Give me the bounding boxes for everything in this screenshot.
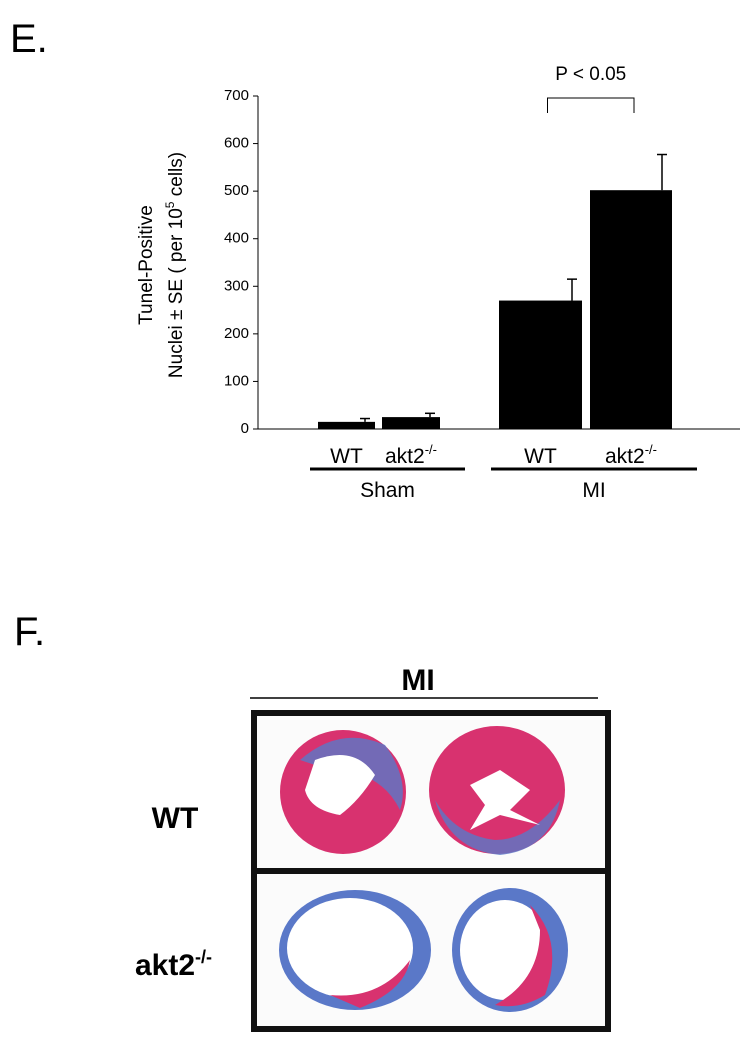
category: akt2	[605, 445, 645, 468]
y-tick-label: 0	[241, 420, 249, 437]
y-label-line: Tunel-Positive	[136, 205, 157, 325]
panel-label: E.	[10, 17, 48, 61]
bar	[382, 417, 440, 429]
category-sup: -/-	[425, 442, 437, 457]
x-tick-label: WT	[524, 445, 557, 468]
y-tick-label: 600	[224, 135, 249, 152]
category-sup: -/-	[645, 442, 657, 457]
panel-label: F.	[14, 610, 45, 654]
significance-bracket	[547, 97, 635, 113]
x-tick-label: WT	[330, 445, 363, 468]
y-tick-label: 700	[224, 87, 249, 104]
bar-chart: 0 100 200 300 400 500 600 700 Tunel-Positive Nucl…	[136, 64, 740, 502]
category: WT	[524, 445, 557, 468]
y-tick-label: 200	[224, 325, 249, 342]
heart-images	[279, 726, 568, 1012]
group-label: MI	[582, 479, 605, 502]
group-label: Sham	[360, 479, 415, 502]
y-label-part: Nuclei ± SE ( per 10	[166, 208, 187, 378]
x-tick-label: akt2-/-	[385, 442, 437, 468]
row-label: WT	[152, 802, 199, 835]
category: WT	[330, 445, 363, 468]
y-label-part: cells)	[166, 152, 187, 202]
category: akt2	[385, 445, 425, 468]
x-tick-label: akt2-/-	[605, 442, 657, 468]
annotation: P < 0.05	[555, 64, 626, 85]
y-tick-label: 100	[224, 372, 249, 389]
y-tick-label: 500	[224, 182, 249, 199]
y-tick-label: 300	[224, 277, 249, 294]
header: MI	[401, 664, 434, 697]
bar	[499, 300, 582, 429]
y-label-line: Nuclei ± SE ( per 105 cells)	[163, 152, 187, 378]
bar	[318, 421, 375, 429]
row-label: akt2-/-	[135, 947, 212, 982]
y-label-sup: 5	[163, 201, 177, 208]
bar	[590, 190, 672, 429]
y-tick-label: 400	[224, 230, 249, 247]
y-axis-label: Tunel-Positive Nuclei ± SE ( per 105 cell…	[136, 152, 187, 378]
